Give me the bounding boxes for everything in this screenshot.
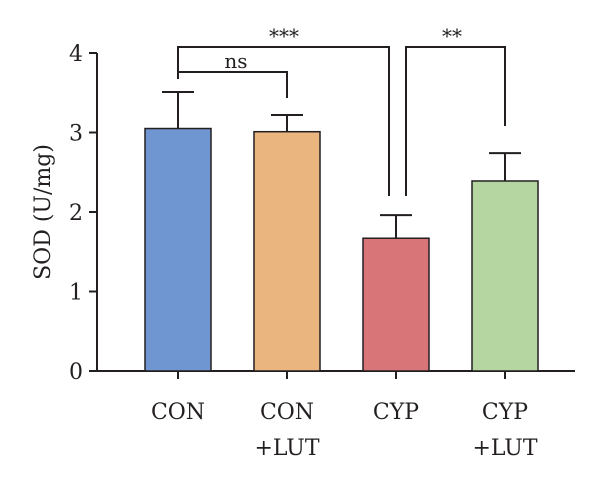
significance-bracket: [177, 71, 288, 98]
y-tick-label: 3: [69, 122, 83, 147]
y-tick-label: 2: [69, 201, 83, 226]
bar: [362, 237, 430, 372]
category-label: CYP: [482, 400, 528, 425]
category-label: CON: [151, 400, 205, 425]
bar: [253, 130, 321, 372]
y-tick-label: 4: [69, 42, 83, 67]
category-label: CON: [260, 400, 314, 425]
significance-label: ns: [224, 49, 247, 73]
significance-label: ***: [269, 24, 299, 48]
y-tick-label: 1: [69, 281, 83, 306]
bar: [144, 127, 212, 372]
category-label-line2: +LUT: [254, 436, 319, 461]
significance-bracket: [177, 46, 390, 196]
y-tick-label: 0: [69, 360, 83, 385]
significance-label: **: [442, 24, 462, 48]
bar: [471, 180, 539, 372]
category-label-line2: +LUT: [472, 436, 537, 461]
y-axis-title: SOD (U/mg): [31, 144, 56, 280]
category-label: CYP: [373, 400, 419, 425]
significance-bracket: [405, 46, 506, 196]
